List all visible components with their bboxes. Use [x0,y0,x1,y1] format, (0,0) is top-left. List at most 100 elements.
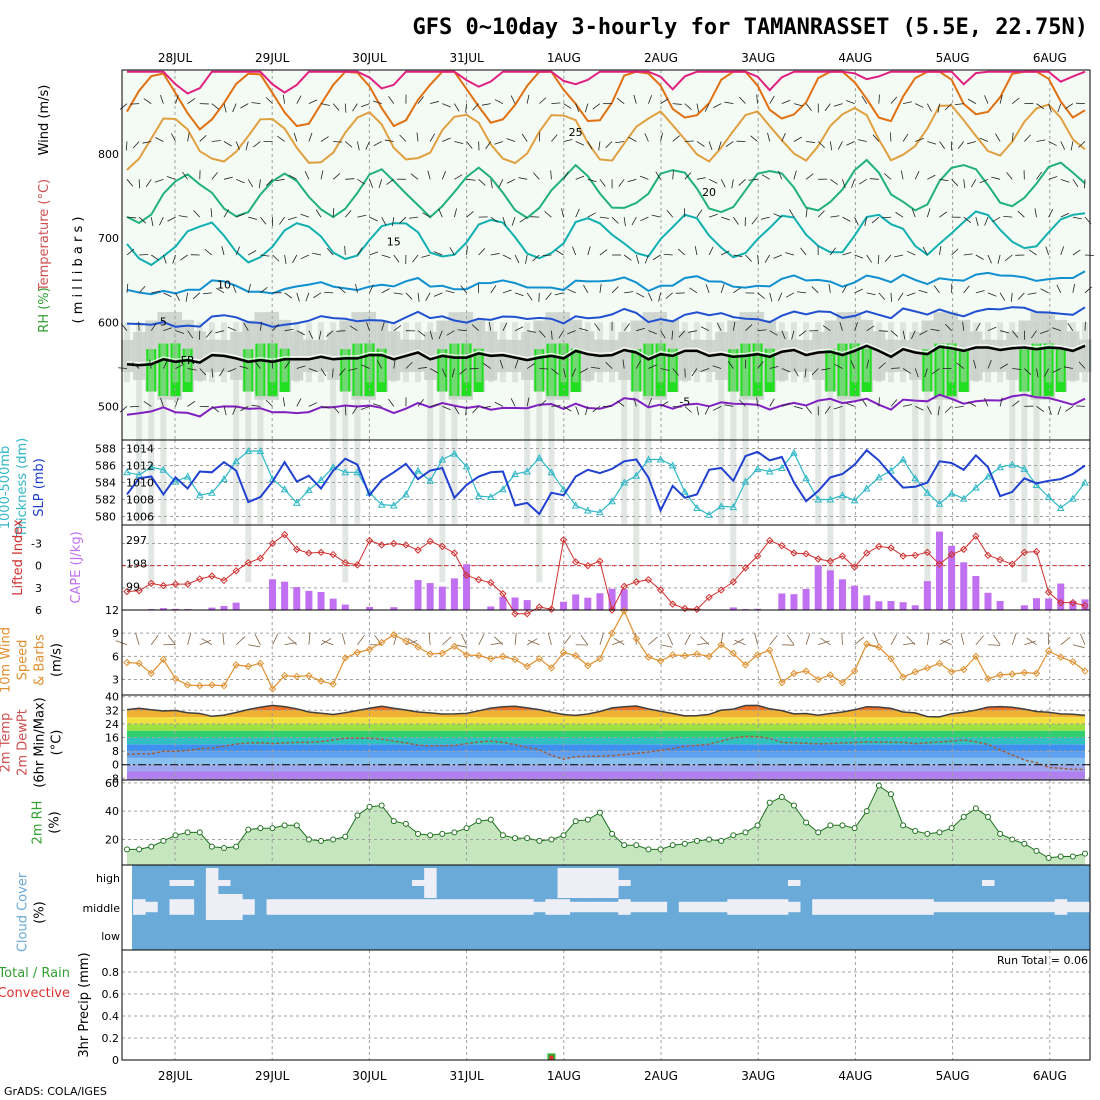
rh2m-marker [560,832,567,839]
wind-barb [320,368,327,377]
wind-barb [199,135,207,142]
wind-barb [265,179,273,187]
rh2m-marker [778,794,785,800]
contour-label: 20 [702,186,716,199]
wind-barb [967,141,976,145]
slp-tick: 1010 [126,477,154,490]
wind-barb [149,359,152,369]
wind-barb [441,368,447,377]
wind-barb [806,141,816,143]
wind-barb [884,254,892,263]
thickness-marker [450,449,459,457]
cloud-cell [703,901,716,913]
rh2m-marker [269,825,276,832]
wind-barb [472,406,479,414]
rh2m-marker [645,846,652,853]
wind-barb [979,137,989,142]
rh-plume [136,322,143,524]
wind-speed-marker [717,641,725,649]
wind-barb [361,364,370,369]
lifted-index-marker [317,548,325,557]
wind-barb [1057,406,1062,416]
wind-barb [890,367,900,369]
cloud-cell [557,868,571,898]
thickness-marker [256,447,265,455]
wind-barb [633,397,637,407]
wind-barb [412,254,419,263]
wind-barb [282,397,286,407]
wind-barb [793,136,802,142]
wind-barb [627,178,637,183]
lifted-index-marker [365,536,374,545]
wind-barb [454,103,460,112]
thickness-marker [693,503,701,511]
rh-plume [621,322,628,524]
lifted-index-marker [438,542,446,551]
wind-barb [357,247,363,256]
wind-speed-marker [317,677,325,685]
wind-barb [839,321,843,331]
wind-barb [866,292,876,296]
thickness-marker [717,502,726,510]
wind-barb [999,94,1003,104]
thickness-marker [232,457,240,465]
thickness-marker [1044,492,1053,500]
thickness-marker [887,466,895,474]
wind-barb [399,134,407,142]
rh2m-marker [887,791,894,798]
wind-barb [465,406,467,416]
wind-barb-10m [493,636,504,646]
rh-plume [669,322,676,383]
thickness-marker [753,464,762,472]
wind-barb [143,98,152,104]
wind-barb [727,360,734,369]
wind-barb [939,178,949,182]
wind-barb [616,400,625,407]
wind-barb-10m [272,633,279,645]
wind-barb [175,364,184,369]
wind-barb [864,217,868,227]
wind-barb [126,248,135,256]
thickness-marker [511,469,519,477]
thickness-marker [596,508,604,516]
wind-barb [296,95,302,104]
wind-barb [756,397,758,407]
lifted-index-marker [293,545,301,554]
wind-barb [151,254,159,261]
cloud-cell [848,899,862,915]
wind-barb [963,179,966,189]
wind-barb [999,292,1006,301]
wind-barb [160,397,164,407]
cape-bar [814,565,822,610]
wind-barb [525,254,528,264]
rh2m-marker [390,818,397,825]
wind-speed-marker [741,661,750,669]
cloud-cell [181,880,195,886]
thickness-marker [147,463,156,471]
lifted-index-marker [414,546,422,554]
wind-barb [931,368,940,375]
rh2m-marker [439,830,446,837]
rh2m-marker [463,825,470,832]
cloud-cell [242,899,255,915]
wind-barb [708,213,718,218]
rh-plume [1045,322,1052,383]
date-label-top: 2AUG [644,51,678,65]
lifted-index-tick: 0 [35,560,42,573]
cloud-cell [533,901,546,913]
wind-barb [805,208,808,218]
rh-plume [766,322,773,383]
rh2m-marker [221,845,228,851]
wind-tick: 6 [112,650,119,663]
wind-barb [975,217,979,226]
wind-barb [320,136,329,142]
wind-speed-marker [644,653,653,661]
rh-plume [984,322,991,383]
wind-barb [518,177,528,180]
rh2m-marker [754,822,761,829]
cloud-cell [351,899,364,915]
wind-barb [833,103,843,107]
cloud-cell [266,899,280,915]
wind-barb [460,285,467,294]
wind-speed-marker [135,659,143,668]
